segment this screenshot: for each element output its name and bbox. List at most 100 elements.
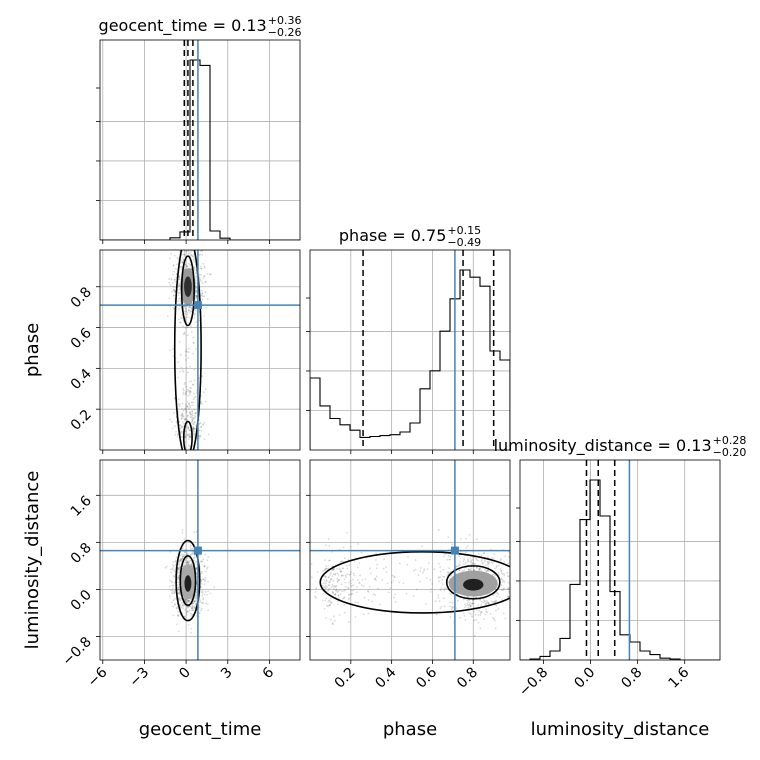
sample-point bbox=[476, 609, 478, 612]
sample-point bbox=[186, 405, 188, 408]
sample-point bbox=[203, 266, 206, 269]
sample-point bbox=[179, 424, 181, 427]
sample-point bbox=[405, 592, 408, 595]
sample-point bbox=[478, 567, 481, 570]
pair-geocent-time-phase-grid bbox=[100, 250, 300, 450]
sample-point bbox=[191, 410, 193, 413]
sample-point bbox=[336, 572, 339, 575]
sample-point bbox=[184, 598, 186, 601]
sample-point bbox=[184, 316, 187, 319]
sample-point bbox=[323, 607, 326, 610]
sample-point bbox=[448, 558, 451, 561]
sample-point bbox=[449, 616, 452, 618]
sample-point bbox=[353, 574, 356, 577]
sample-point bbox=[185, 418, 187, 421]
sample-point bbox=[189, 612, 192, 615]
sample-point bbox=[348, 564, 351, 567]
sample-point bbox=[184, 393, 187, 396]
sample-point bbox=[385, 566, 387, 568]
sample-point bbox=[378, 603, 381, 606]
sample-point bbox=[329, 572, 332, 574]
sample-point bbox=[204, 400, 207, 403]
sample-point bbox=[182, 387, 185, 390]
sample-point bbox=[193, 414, 196, 417]
sample-point bbox=[186, 406, 189, 409]
sample-point bbox=[193, 268, 196, 271]
sample-point bbox=[185, 612, 188, 614]
sample-point bbox=[186, 562, 189, 565]
sample-point bbox=[172, 587, 175, 589]
sample-point bbox=[185, 601, 188, 604]
sample-point bbox=[466, 599, 469, 602]
sample-point bbox=[476, 559, 479, 562]
sample-point bbox=[172, 288, 175, 291]
title-plus-phase: +0.15 bbox=[447, 224, 481, 237]
sample-point bbox=[193, 531, 195, 534]
sample-point bbox=[358, 561, 361, 564]
sample-point bbox=[180, 414, 183, 417]
sample-point bbox=[347, 558, 350, 561]
xtick-label-luminosity-distance: 0.8 bbox=[618, 665, 645, 692]
sample-point bbox=[393, 575, 396, 578]
sample-point bbox=[186, 557, 188, 560]
sample-point bbox=[334, 585, 337, 588]
sample-point bbox=[507, 595, 509, 598]
ytick-label-luminosity-distance: 1.6 bbox=[68, 493, 95, 520]
sample-point bbox=[198, 277, 201, 279]
sample-point bbox=[203, 421, 206, 424]
hist-luminosity-distance-frame bbox=[519, 459, 721, 661]
sample-point bbox=[354, 601, 357, 604]
sample-point bbox=[186, 311, 189, 314]
sample-point bbox=[325, 617, 327, 619]
sample-point bbox=[168, 297, 171, 300]
sample-point bbox=[199, 278, 202, 281]
sample-point bbox=[186, 556, 189, 559]
sample-point bbox=[190, 254, 192, 257]
sample-point bbox=[480, 569, 483, 571]
sample-point bbox=[340, 570, 343, 573]
sample-point bbox=[186, 422, 189, 425]
sample-point bbox=[450, 574, 452, 577]
sample-point bbox=[169, 550, 172, 553]
sample-point bbox=[194, 416, 197, 419]
sample-point bbox=[172, 590, 175, 593]
sample-point bbox=[495, 591, 498, 594]
histogram-titles: geocent_time = 0.13 +0.36−0.26 phase = 0.7… bbox=[99, 14, 747, 459]
sample-point bbox=[181, 555, 184, 558]
sample-point bbox=[465, 537, 467, 540]
sample-point bbox=[341, 560, 344, 563]
sample-point bbox=[179, 432, 182, 434]
sample-point bbox=[182, 607, 185, 610]
sample-point bbox=[184, 354, 187, 357]
sample-point bbox=[377, 587, 379, 590]
sample-point bbox=[200, 591, 203, 593]
sample-point bbox=[190, 413, 192, 416]
sample-point bbox=[193, 430, 196, 433]
sample-point bbox=[369, 567, 371, 570]
truth-point bbox=[193, 301, 202, 310]
sample-point bbox=[193, 600, 196, 603]
sample-point bbox=[173, 254, 176, 257]
sample-point bbox=[186, 600, 188, 603]
sample-point bbox=[345, 576, 347, 578]
xtick-label-phase: 0.4 bbox=[372, 664, 399, 691]
sample-point bbox=[182, 325, 185, 327]
sample-point bbox=[189, 546, 192, 548]
sample-point bbox=[471, 602, 474, 605]
sample-point bbox=[477, 614, 480, 616]
sample-point bbox=[178, 611, 181, 614]
sample-point bbox=[180, 597, 183, 600]
sample-point bbox=[177, 411, 180, 413]
sample-point bbox=[184, 436, 187, 439]
sample-point bbox=[435, 613, 438, 616]
sample-point bbox=[457, 563, 460, 565]
sample-point bbox=[347, 586, 350, 589]
sample-point bbox=[485, 601, 488, 604]
sample-point bbox=[332, 568, 335, 571]
sample-point bbox=[212, 586, 215, 589]
sample-point bbox=[200, 607, 203, 610]
sample-point bbox=[330, 578, 333, 581]
sample-point bbox=[183, 305, 185, 308]
sample-point bbox=[171, 567, 174, 570]
sample-point bbox=[482, 601, 485, 604]
